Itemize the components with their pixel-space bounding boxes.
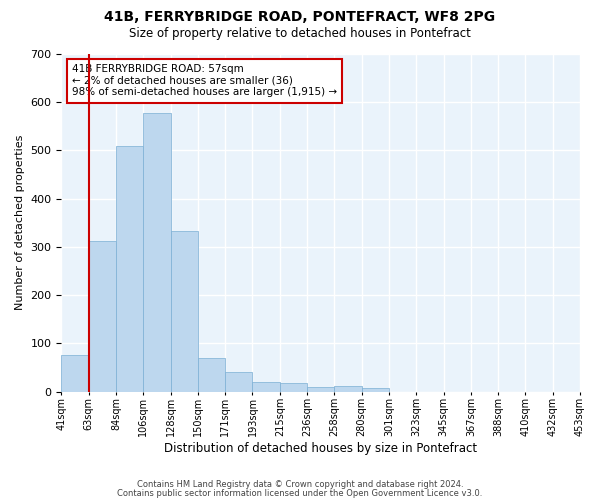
X-axis label: Distribution of detached houses by size in Pontefract: Distribution of detached houses by size … xyxy=(164,442,477,455)
Bar xyxy=(61,356,89,392)
Bar xyxy=(225,372,253,392)
Text: 41B FERRYBRIDGE ROAD: 57sqm
← 2% of detached houses are smaller (36)
98% of semi: 41B FERRYBRIDGE ROAD: 57sqm ← 2% of deta… xyxy=(72,64,337,98)
Text: Contains HM Land Registry data © Crown copyright and database right 2024.: Contains HM Land Registry data © Crown c… xyxy=(137,480,463,489)
Bar xyxy=(116,146,143,392)
Bar xyxy=(362,388,389,392)
Text: 41B, FERRYBRIDGE ROAD, PONTEFRACT, WF8 2PG: 41B, FERRYBRIDGE ROAD, PONTEFRACT, WF8 2… xyxy=(104,10,496,24)
Bar xyxy=(334,386,362,392)
Bar xyxy=(198,358,225,392)
Text: Size of property relative to detached houses in Pontefract: Size of property relative to detached ho… xyxy=(129,28,471,40)
Bar xyxy=(89,241,116,392)
Bar xyxy=(170,231,198,392)
Bar xyxy=(280,383,307,392)
Text: Contains public sector information licensed under the Open Government Licence v3: Contains public sector information licen… xyxy=(118,488,482,498)
Bar xyxy=(253,382,280,392)
Y-axis label: Number of detached properties: Number of detached properties xyxy=(15,135,25,310)
Bar xyxy=(143,113,170,392)
Bar xyxy=(307,386,334,392)
